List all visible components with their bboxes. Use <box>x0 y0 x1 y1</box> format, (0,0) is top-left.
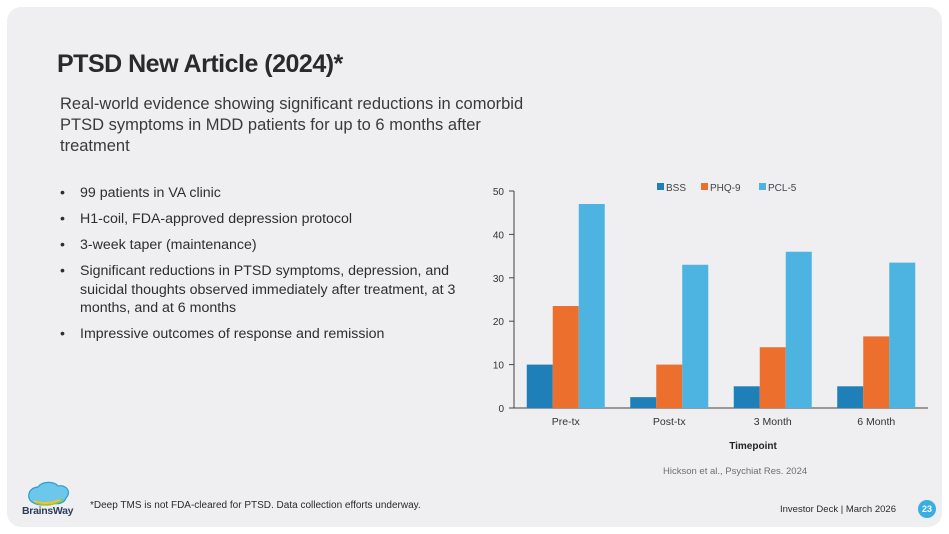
bar-pcl-5 <box>578 204 605 408</box>
y-tick-label: 30 <box>493 274 505 285</box>
legend-swatch <box>759 183 766 190</box>
bar-phq-9 <box>552 306 579 408</box>
y-tick-label: 0 <box>498 404 504 415</box>
bar-phq-9 <box>863 336 890 408</box>
y-tick-label: 50 <box>493 187 505 198</box>
bar-phq-9 <box>759 347 786 408</box>
x-tick-label: Pre-tx <box>552 416 581 428</box>
bar-bss <box>733 386 760 408</box>
bullet-item: Impressive outcomes of response and remi… <box>58 325 458 344</box>
legend-label: BSS <box>666 183 686 194</box>
footnote: *Deep TMS is not FDA-cleared for PTSD. D… <box>90 500 421 511</box>
logo-text: BrainsWay <box>22 505 74 517</box>
legend-swatch <box>657 183 664 190</box>
x-axis-title: Timepoint <box>729 441 777 452</box>
page-number-badge: 23 <box>918 500 936 518</box>
x-tick-label: 3 Month <box>754 416 792 428</box>
bar-bss <box>630 397 657 408</box>
brainsway-logo-icon <box>28 481 70 506</box>
bar-pcl-5 <box>785 251 812 408</box>
x-tick-label: Post-tx <box>653 416 686 428</box>
legend-label: PCL-5 <box>768 183 797 194</box>
citation: Hickson et al., Psychiat Res. 2024 <box>663 466 808 477</box>
footer-deck-label: Investor Deck | March 2026 <box>780 504 896 515</box>
bullet-item: H1-coil, FDA-approved depression protoco… <box>58 210 458 229</box>
legend-label: PHQ-9 <box>710 183 741 194</box>
bullet-item: 99 patients in VA clinic <box>58 184 458 203</box>
bullet-item: 3-week taper (maintenance) <box>58 236 458 255</box>
legend-swatch <box>701 183 708 190</box>
bar-pcl-5 <box>682 264 709 408</box>
page-title: PTSD New Article (2024)* <box>57 50 343 78</box>
x-tick-label: 6 Month <box>857 416 895 428</box>
bullet-list: 99 patients in VA clinic H1-coil, FDA-ap… <box>58 184 458 351</box>
bullet-item: Significant reductions in PTSD symptoms,… <box>58 262 458 318</box>
bar-phq-9 <box>656 364 683 408</box>
y-tick-label: 10 <box>493 361 505 372</box>
bar-pcl-5 <box>889 262 916 408</box>
y-tick-label: 20 <box>493 317 505 328</box>
bar-bss <box>837 386 864 408</box>
y-tick-label: 40 <box>493 230 505 241</box>
bar-bss <box>526 364 553 408</box>
bar-chart: 0 10 20 30 40 50 Pre-tx Post-tx 3 Month 6 Month Ti… <box>493 183 928 452</box>
page-subtitle: Real-world evidence showing significant … <box>60 95 524 155</box>
